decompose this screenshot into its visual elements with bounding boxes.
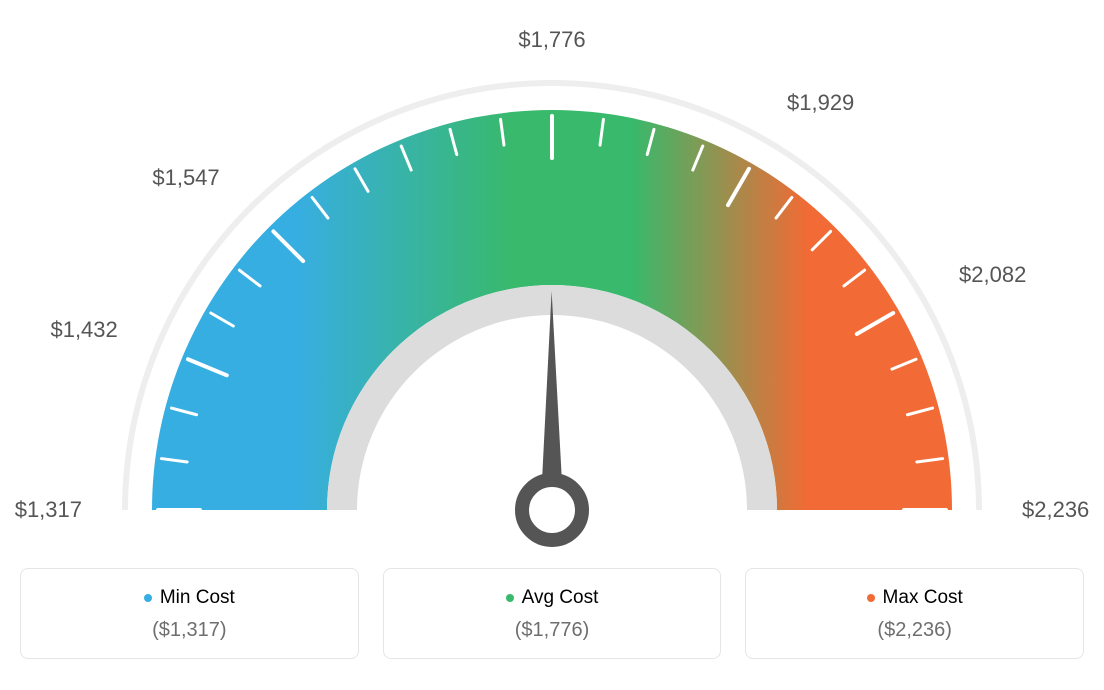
gauge-scale-label: $1,547: [152, 165, 219, 191]
legend-dot-min: [144, 594, 152, 602]
cost-gauge: $1,317$1,432$1,547$1,776$1,929$2,082$2,2…: [20, 20, 1084, 560]
gauge-scale-label: $1,929: [787, 90, 854, 116]
gauge-needle: [542, 291, 562, 480]
legend-label-max: Max Cost: [883, 587, 963, 609]
legend-row: Min Cost ($1,317) Avg Cost ($1,776) Max …: [20, 568, 1084, 659]
legend-card-min: Min Cost ($1,317): [20, 568, 359, 659]
gauge-scale-label: $1,776: [518, 27, 585, 53]
gauge-scale-label: $2,082: [959, 262, 1026, 288]
legend-value-min: ($1,317): [41, 619, 338, 642]
legend-dot-max: [867, 594, 875, 602]
gauge-scale-label: $2,236: [1022, 497, 1089, 523]
legend-value-avg: ($1,776): [404, 619, 701, 642]
gauge-svg: [20, 20, 1084, 560]
legend-card-max: Max Cost ($2,236): [745, 568, 1084, 659]
legend-card-avg: Avg Cost ($1,776): [383, 568, 722, 659]
gauge-hub: [522, 480, 582, 540]
legend-value-max: ($2,236): [766, 619, 1063, 642]
legend-dot-avg: [506, 594, 514, 602]
gauge-scale-label: $1,317: [15, 497, 82, 523]
gauge-scale-label: $1,432: [50, 317, 117, 343]
legend-label-avg: Avg Cost: [522, 587, 599, 609]
legend-label-min: Min Cost: [160, 587, 235, 609]
